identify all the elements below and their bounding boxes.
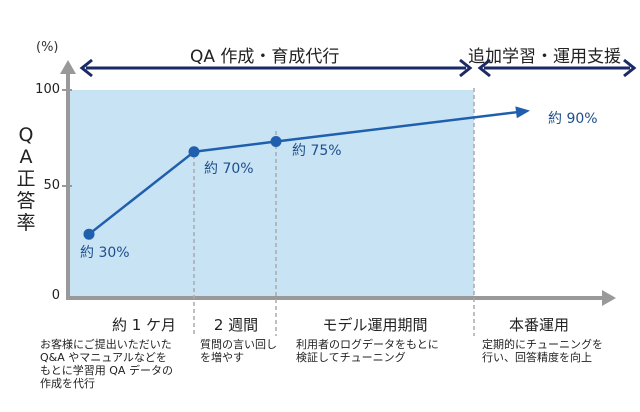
phase-support-label: 追加学習・運用支援	[468, 47, 621, 67]
segment-desc-2weeks: 質問の言い回し を増やす	[200, 338, 290, 364]
y-axis-label-char: 率	[16, 212, 36, 234]
y-tick-label-100: 100	[35, 82, 60, 97]
segment-desc-model: 利用者のログデータをもとに 検証してチューニング	[296, 338, 466, 364]
highlight-area	[68, 90, 474, 296]
desc-line: 利用者のログデータをもとに	[296, 338, 439, 351]
x-axis-arrowhead	[602, 290, 616, 306]
series-arrowhead	[515, 106, 530, 119]
y-tick-label-0: 0	[51, 288, 60, 303]
desc-line: 検証してチューニング	[296, 351, 406, 364]
desc-line: 作成を代行	[40, 377, 95, 390]
phase-build-label: QA 作成・育成代行	[190, 47, 340, 67]
unit-label: (%)	[36, 40, 59, 55]
desc-line: もとに学習用 QA データの	[40, 364, 173, 377]
series-line-group	[83, 106, 530, 240]
y-axis-label-char: Q	[18, 124, 34, 146]
segment-label-1month: 約 1 ケ月	[111, 316, 177, 334]
desc-line: 行い、回答精度を向上	[482, 351, 592, 364]
desc-line: を増やす	[200, 351, 244, 364]
desc-line: お客様にご提出いただいた	[40, 338, 172, 351]
y-axis-label-char: 正	[16, 168, 36, 190]
phase-arrow-support-right	[623, 58, 637, 78]
data-point	[188, 146, 200, 158]
y-axis-label: Q A 正 答 率	[14, 124, 38, 234]
desc-line: Q&A やマニュアルなどを	[40, 351, 167, 364]
segment-desc-production: 定期的にチューニングを 行い、回答精度を向上	[482, 338, 632, 364]
data-label-30: 約 30%	[80, 245, 130, 261]
data-label-70: 約 70%	[204, 161, 254, 177]
series-segment	[193, 140, 277, 154]
data-label-75: 約 75%	[292, 143, 342, 159]
desc-line: 質問の言い回し	[200, 338, 277, 351]
series-segment	[88, 150, 195, 236]
data-label-90: 約 90%	[548, 111, 598, 127]
phase-arrow-support-left	[477, 58, 491, 78]
data-point	[83, 228, 95, 240]
segment-label-production: 本番運用	[508, 316, 569, 334]
phase-arrow-build-left	[79, 58, 93, 78]
segment-desc-1month: お客様にご提出いただいた Q&A やマニュアルなどを もとに学習用 QA データ…	[40, 338, 192, 390]
segment-label-2weeks: 2 週間	[213, 316, 259, 334]
desc-line: 定期的にチューニングを	[482, 338, 603, 351]
y-tick-label-50: 50	[43, 178, 60, 193]
phase-arrow-build-right	[459, 58, 473, 78]
y-axis-label-char: A	[19, 146, 33, 168]
segment-label-model: モデル運用期間	[322, 316, 428, 334]
y-axis-label-char: 答	[16, 190, 36, 212]
y-axis-arrowhead	[60, 60, 76, 74]
data-point	[270, 136, 282, 147]
series-segment	[275, 110, 521, 143]
